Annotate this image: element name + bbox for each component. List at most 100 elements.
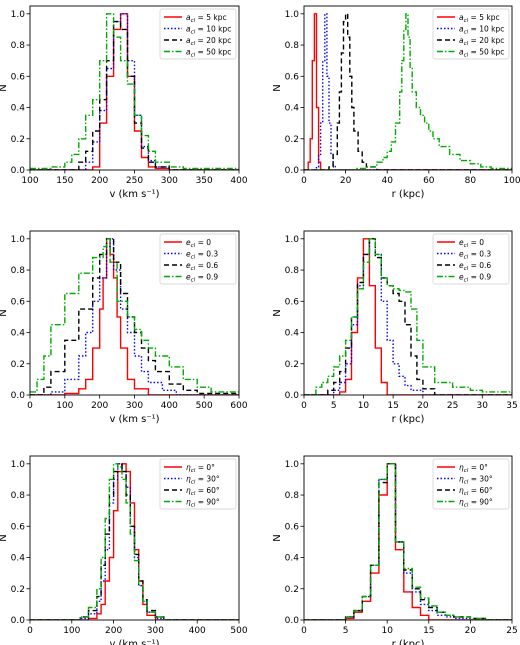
legend-label-1: ecl = 0 — [459, 238, 484, 249]
x-tick-label: 0 — [301, 626, 307, 636]
x-tick-label: 35 — [506, 401, 517, 411]
series-line-3 — [304, 13, 512, 170]
x-tick-label: 5 — [343, 626, 349, 636]
y-tick-label: 1.0 — [285, 460, 300, 470]
chart-panel-4: 0 5 10 15 20 25 30 35 0.0 0.2 0.4 0.6 0.8 1.0 r (kpc) N… — [272, 230, 518, 425]
series-line-4 — [304, 463, 512, 620]
x-tick-label: 500 — [230, 626, 247, 636]
y-tick-label: 0.6 — [11, 72, 26, 82]
x-tick-label: 500 — [196, 401, 213, 411]
legend-label-2: acl = 10 kpc — [186, 25, 231, 36]
x-axis-label: v (km s⁻¹) — [109, 639, 159, 645]
legend-label-4: acl = 50 kpc — [186, 48, 231, 59]
legend-label-3: acl = 20 kpc — [459, 36, 504, 47]
chart-panel-1: 100 150 200 250 300 350 400 0.0 0.2 0.4 0.6 0.8 1.0 v… — [0, 5, 248, 200]
y-tick-label: 0.8 — [285, 41, 300, 51]
plot-frame — [29, 455, 240, 621]
y-tick-label: 1.0 — [285, 235, 300, 245]
x-tick-label: 250 — [126, 176, 143, 186]
legend-label-4: ecl = 0.9 — [459, 273, 491, 284]
x-tick-label: 10 — [358, 401, 370, 411]
x-tick-label: 100 — [63, 626, 80, 636]
series-group — [304, 238, 512, 395]
y-tick-label: 0.0 — [285, 616, 300, 626]
y-tick-label: 0.8 — [11, 266, 26, 276]
y-tick-label: 0.6 — [11, 297, 26, 307]
legend-label-2: ηcl = 30° — [186, 475, 220, 486]
y-tick-label: 0.4 — [11, 329, 26, 339]
series-group — [304, 463, 512, 620]
series-group — [30, 238, 239, 395]
legend-label-3: ecl = 0.6 — [459, 261, 491, 272]
x-tick-label: 0 — [301, 401, 307, 411]
legend-label-4: ηcl = 90° — [459, 498, 493, 509]
x-tick-label: 0 — [301, 176, 307, 186]
y-tick-label: 0.6 — [285, 522, 300, 532]
x-tick-label: 5 — [331, 401, 337, 411]
y-tick-label: 0.6 — [11, 522, 26, 532]
y-tick-label: 0.2 — [285, 360, 299, 370]
x-tick-label: 200 — [91, 176, 108, 186]
y-tick-label: 1.0 — [11, 460, 26, 470]
y-tick-label: 1.0 — [11, 235, 26, 245]
x-tick-label: 100 — [503, 176, 520, 186]
x-tick-label: 80 — [465, 176, 477, 186]
y-tick-label: 0.2 — [11, 135, 25, 145]
legend-label-1: ηcl = 0° — [186, 463, 215, 474]
y-tick-label: 0.6 — [285, 297, 300, 307]
y-tick-label: 0.0 — [11, 166, 26, 176]
y-axis-label: N — [0, 534, 9, 541]
series-line-3 — [30, 238, 239, 395]
y-tick-label: 0.4 — [285, 329, 300, 339]
plot-frame — [303, 230, 513, 396]
x-tick-label: 350 — [196, 176, 213, 186]
x-tick-label: 400 — [230, 176, 247, 186]
x-tick-label: 0 — [27, 626, 33, 636]
legend-label-2: ecl = 0.3 — [186, 250, 218, 261]
y-tick-label: 0.4 — [285, 104, 300, 114]
legend-box — [432, 8, 510, 60]
x-tick-label: 20 — [465, 626, 477, 636]
series-line-4 — [30, 238, 239, 395]
y-axis-label: N — [272, 534, 283, 541]
y-tick-label: 0.2 — [11, 360, 25, 370]
legend: ηcl = 0°ηcl = 30°ηcl = 60°ηcl = 90° — [432, 458, 510, 510]
chart-panel-6: 0 5 10 15 20 25 0.0 0.2 0.4 0.6 0.8 1.0 r (kpc) Nηcl … — [272, 455, 518, 645]
y-tick-label: 0.4 — [11, 104, 26, 114]
series-line-4 — [304, 13, 512, 170]
y-tick-label: 0.2 — [11, 585, 25, 595]
legend-label-1: acl = 5 kpc — [459, 13, 500, 24]
legend-label-3: ηcl = 60° — [186, 486, 220, 497]
y-tick-label: 0.8 — [11, 41, 26, 51]
y-tick-label: 0.4 — [11, 554, 26, 564]
x-tick-label: 100 — [21, 176, 38, 186]
y-tick-label: 0.4 — [285, 554, 300, 564]
y-tick-label: 0.2 — [285, 585, 299, 595]
legend-label-2: ηcl = 30° — [459, 475, 493, 486]
x-tick-label: 300 — [147, 626, 164, 636]
series-line-3 — [30, 20, 239, 170]
x-axis-label: v (km s⁻¹) — [109, 414, 159, 425]
y-axis-label: N — [272, 309, 283, 316]
x-tick-label: 100 — [56, 401, 73, 411]
x-tick-label: 400 — [189, 626, 206, 636]
x-tick-label: 10 — [381, 626, 393, 636]
x-axis-label: r (kpc) — [392, 639, 425, 645]
x-tick-label: 400 — [161, 401, 178, 411]
legend-label-2: ecl = 0.3 — [459, 250, 491, 261]
y-tick-label: 0.8 — [11, 491, 26, 501]
legend-box — [159, 233, 237, 285]
legend-label-3: acl = 20 kpc — [186, 36, 231, 47]
y-tick-label: 0.6 — [285, 72, 300, 82]
series-group — [30, 13, 239, 170]
plot-frame — [303, 5, 513, 171]
x-tick-label: 15 — [423, 626, 434, 636]
series-line-4 — [30, 13, 239, 170]
y-axis-label: N — [0, 84, 9, 91]
series-line-1 — [304, 13, 512, 170]
